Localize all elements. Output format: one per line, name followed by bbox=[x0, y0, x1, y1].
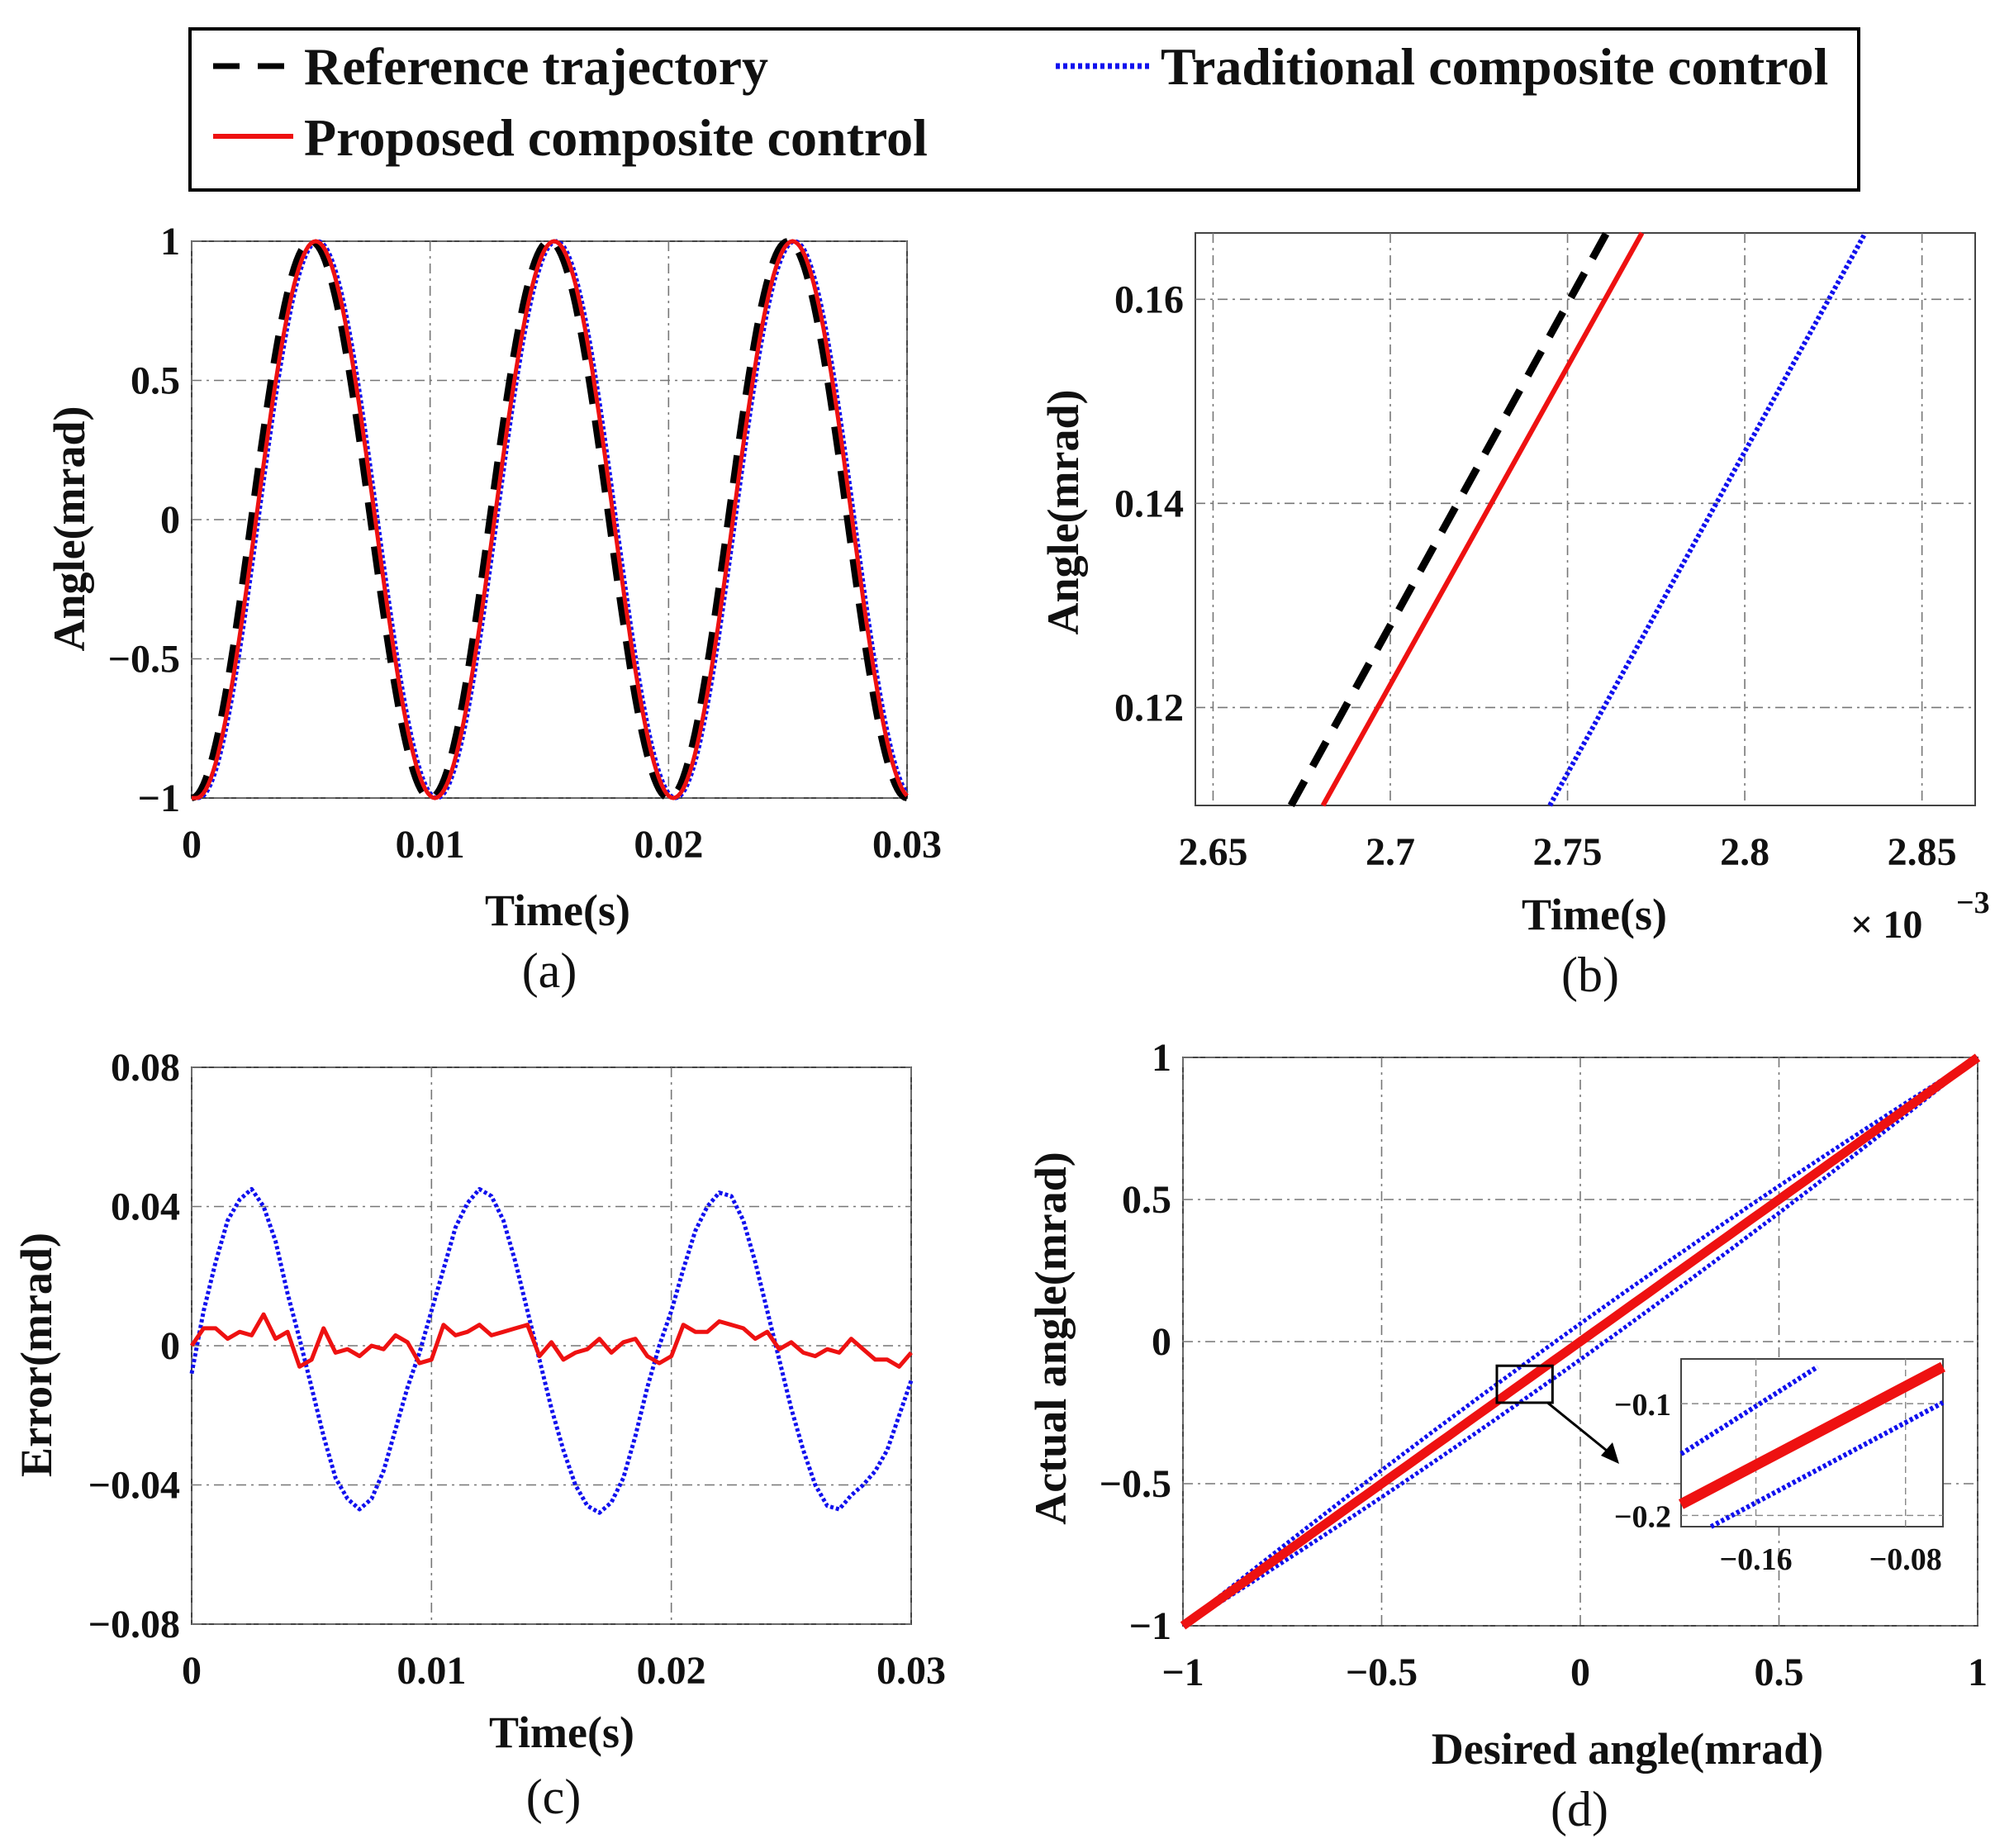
y-tick-label: 1 bbox=[160, 220, 180, 264]
legend-label-reference: Reference trajectory bbox=[304, 37, 768, 96]
legend-label-proposed: Proposed composite control bbox=[304, 108, 928, 167]
panel-d-ylabel: Actual angle(mrad) bbox=[1026, 1152, 1076, 1524]
x-tick-label: 1 bbox=[1968, 1651, 1988, 1694]
inset-y-tick-label: −0.2 bbox=[1614, 1499, 1671, 1534]
x-tick-label: 2.75 bbox=[1533, 830, 1603, 874]
y-tick-label: 0.04 bbox=[111, 1185, 180, 1229]
x-tick-label: −1 bbox=[1161, 1651, 1204, 1694]
panel-b-ylabel: Angle(mrad) bbox=[1038, 390, 1088, 635]
panel-d-xticks: −1 −0.5 0 0.5 1 bbox=[1161, 1651, 1988, 1694]
legend: Reference trajectory Traditional composi… bbox=[188, 27, 1860, 192]
panel-c-xlabel: Time(s) bbox=[489, 1708, 634, 1757]
inset-line-proposed bbox=[1678, 1361, 1946, 1509]
y-tick-label: −1 bbox=[1129, 1604, 1171, 1648]
panel-d-series bbox=[1180, 1053, 1981, 1630]
y-tick-label: 0 bbox=[1152, 1320, 1171, 1364]
y-tick-label: 0 bbox=[160, 1324, 180, 1368]
panel-c: 0 0.01 0.02 0.03 −0.08 −0.04 0 0.04 0.08 Time(s… bbox=[12, 1046, 946, 1824]
panel-c-caption: (c) bbox=[526, 1770, 582, 1824]
y-tick-label: 0 bbox=[160, 498, 180, 542]
panel-b: 2.65 2.7 2.75 2.8 2.85 0.120.140.16 Time(s) … bbox=[1038, 230, 1990, 1002]
series-line-traditional bbox=[1181, 1056, 1979, 1628]
x-tick-label: 0 bbox=[1570, 1651, 1590, 1694]
x-tick-label: 0.02 bbox=[637, 1649, 706, 1693]
y-tick-label: 0.5 bbox=[131, 359, 180, 403]
legend-box bbox=[188, 27, 1860, 192]
y-tick-label: 0.12 bbox=[1114, 686, 1184, 729]
zoom-arrow bbox=[1546, 1401, 1612, 1456]
inset-x-tick-label: −0.16 bbox=[1719, 1542, 1792, 1577]
panel-d-yticks: −1 −0.5 0 0.5 1 bbox=[1100, 1036, 1171, 1648]
x-tick-label: 2.85 bbox=[1888, 830, 1957, 874]
y-tick-label: −0.08 bbox=[88, 1603, 180, 1646]
series-line-proposed bbox=[192, 239, 909, 800]
panel-a-yticks: −1 −0.5 0 0.5 1 bbox=[108, 220, 180, 820]
x-tick-label: 0 bbox=[182, 823, 202, 867]
panel-b-series bbox=[1287, 230, 1868, 808]
y-tick-label: −0.5 bbox=[108, 638, 180, 682]
series-line-reference bbox=[1287, 230, 1610, 808]
x-tick-label: 0.02 bbox=[634, 823, 703, 867]
panel-b-grid bbox=[1195, 233, 1975, 805]
x-tick-label: 2.8 bbox=[1720, 830, 1769, 874]
y-tick-label: 0.16 bbox=[1114, 278, 1184, 321]
panel-c-ylabel: Error(mrad) bbox=[12, 1233, 61, 1477]
inset-line-traditional bbox=[1679, 1364, 1819, 1456]
x-tick-label: 2.65 bbox=[1178, 830, 1247, 874]
panel-b-x-multiplier-exp: −3 bbox=[1956, 886, 1990, 920]
inset-y-tick-label: −0.1 bbox=[1614, 1388, 1671, 1423]
inset-frame bbox=[1680, 1358, 1944, 1527]
panel-b-xticks: 2.65 2.7 2.75 2.8 2.85 bbox=[1178, 830, 1956, 874]
x-tick-label: −0.5 bbox=[1346, 1651, 1418, 1694]
y-tick-label: −0.5 bbox=[1100, 1462, 1171, 1506]
panel-c-xticks: 0 0.01 0.02 0.03 bbox=[182, 1649, 946, 1693]
panel-a-ylabel: Angle(mrad) bbox=[45, 406, 94, 652]
legend-label-traditional: Traditional composite control bbox=[1161, 37, 1828, 96]
y-tick-label: −0.04 bbox=[88, 1464, 180, 1508]
series-line-proposed bbox=[189, 1312, 913, 1369]
series-line-proposed bbox=[1320, 231, 1645, 807]
panel-b-frame bbox=[1195, 232, 1976, 806]
panel-c-series bbox=[189, 1186, 914, 1515]
zoom-arrowhead bbox=[1601, 1442, 1619, 1464]
panel-b-x-multiplier: × 10 bbox=[1850, 903, 1922, 947]
zoom-box bbox=[1495, 1364, 1554, 1404]
panel-c-grid bbox=[191, 1067, 912, 1625]
panel-d-zoom bbox=[1495, 1364, 1619, 1464]
panel-a: 0 0.01 0.02 0.03 −1 −0.5 0 0.5 1 Time(s) Angle(… bbox=[45, 220, 942, 998]
x-tick-label: 0.01 bbox=[396, 823, 465, 867]
panel-d: −1 −0.5 0 0.5 1 −1−0.500.51 −0.16 −0.08−0.2−0… bbox=[1026, 1036, 1988, 1836]
x-tick-label: 0.01 bbox=[397, 1649, 466, 1693]
panel-b-caption: (b) bbox=[1561, 948, 1619, 1002]
panel-d-inset: −0.16 −0.08 −0.2 −0.1 bbox=[1614, 1358, 1946, 1577]
x-tick-label: 0 bbox=[182, 1649, 202, 1693]
series-line-traditional bbox=[189, 1186, 914, 1515]
panel-b-yticks: 0.12 0.14 0.16 bbox=[1114, 278, 1184, 729]
x-tick-label: 2.7 bbox=[1366, 830, 1415, 874]
y-tick-label: 0.14 bbox=[1114, 482, 1184, 525]
panel-c-yticks: −0.08 −0.04 0 0.04 0.08 bbox=[88, 1046, 180, 1646]
x-tick-label: 0.5 bbox=[1755, 1651, 1804, 1694]
y-tick-label: 1 bbox=[1152, 1036, 1171, 1080]
series-line-traditional bbox=[1181, 1055, 1979, 1627]
series-line-proposed bbox=[1180, 1053, 1981, 1630]
y-tick-label: −1 bbox=[138, 777, 180, 820]
panel-b-xlabel: Time(s) bbox=[1522, 890, 1667, 939]
y-tick-label: 0.5 bbox=[1122, 1178, 1171, 1222]
inset-x-tick-label: −0.08 bbox=[1869, 1542, 1942, 1577]
panel-a-series bbox=[191, 237, 910, 802]
panel-d-caption: (d) bbox=[1551, 1782, 1608, 1836]
x-tick-label: 0.03 bbox=[876, 1649, 946, 1693]
x-tick-label: 0.03 bbox=[872, 823, 942, 867]
panel-a-caption: (a) bbox=[522, 943, 577, 998]
y-tick-label: 0.08 bbox=[111, 1046, 180, 1090]
panel-a-xticks: 0 0.01 0.02 0.03 bbox=[182, 823, 942, 867]
panel-a-xlabel: Time(s) bbox=[485, 886, 630, 935]
panel-d-xlabel: Desired angle(mrad) bbox=[1432, 1724, 1823, 1774]
series-line-traditional bbox=[1547, 231, 1868, 807]
